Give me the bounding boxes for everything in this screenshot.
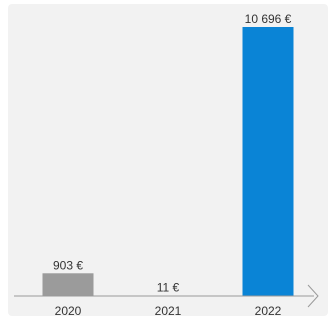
x-tick-label-2020: 2020 bbox=[55, 304, 82, 318]
x-tick-label-2022: 2022 bbox=[255, 304, 282, 318]
value-labels-layer: 903 € 11 € 10 696 € bbox=[53, 12, 292, 295]
value-label-2021: 11 € bbox=[157, 281, 180, 295]
bar-2022 bbox=[242, 27, 294, 296]
value-label-2020: 903 € bbox=[53, 258, 83, 272]
value-label-2022: 10 696 € bbox=[245, 12, 292, 26]
bars-layer bbox=[42, 27, 294, 296]
bar-2020 bbox=[42, 273, 94, 296]
x-axis-arrow-icon bbox=[307, 284, 319, 308]
x-tick-labels-layer: 2020 2021 2022 bbox=[55, 304, 282, 318]
x-tick-label-2021: 2021 bbox=[155, 304, 182, 318]
